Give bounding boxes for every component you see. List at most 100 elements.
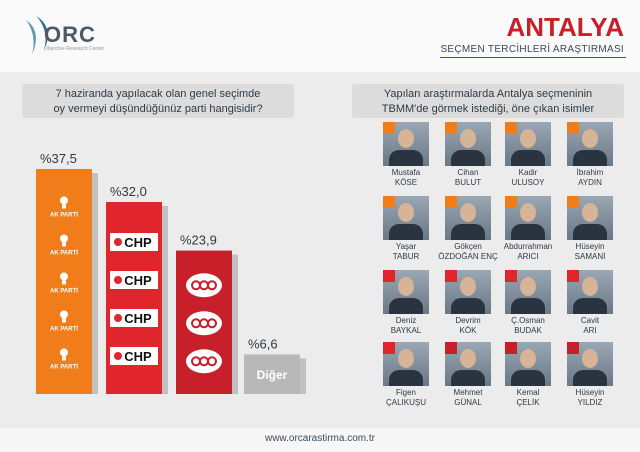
ak-bulb-icon	[60, 272, 68, 281]
candidate-first-name: Kadir	[518, 168, 538, 177]
candidate-first-name: Mustafa	[391, 168, 421, 177]
candidate-last-name: YILDIZ	[577, 398, 603, 407]
candidate-last-name: AYDIN	[578, 178, 602, 187]
candidate-first-name: İbrahim	[576, 168, 604, 177]
candidate-photo	[445, 196, 491, 240]
ak-logo-label: AK PARTİ	[50, 288, 78, 295]
candidate-photo	[567, 196, 613, 240]
ak-logo-label: AK PARTİ	[50, 326, 78, 333]
bar-1	[106, 202, 162, 394]
ak-bulb-icon	[60, 196, 68, 205]
footer	[0, 428, 640, 452]
left-question: 7 haziranda yapılacak olan genel seçimde…	[22, 84, 294, 118]
candidate-last-name: KÖK	[459, 326, 477, 335]
party-badge-icon	[567, 270, 579, 282]
candidate-photo	[383, 270, 429, 314]
party-badge-icon	[445, 196, 457, 208]
ak-bulb-base-icon	[62, 318, 66, 323]
party-badge-icon	[383, 196, 395, 208]
page-title: ANTALYA	[506, 12, 624, 42]
party-badge-icon	[505, 196, 517, 208]
candidate-last-name: GÜNAL	[454, 398, 482, 407]
chp-logo-box	[110, 271, 158, 289]
candidate-photo	[383, 196, 429, 240]
ak-logo-label: AK PARTİ	[50, 364, 78, 371]
party-badge-icon	[445, 122, 457, 134]
candidate-last-name: ULUSOY	[511, 178, 545, 187]
ak-bulb-base-icon	[62, 204, 66, 209]
chp-logo-box	[110, 347, 158, 365]
bar-value-label-0: %37,5	[40, 151, 77, 166]
candidate-last-name: BUDAK	[514, 326, 542, 335]
candidate-photo	[567, 122, 613, 166]
mhp-crescent-icon	[207, 356, 217, 367]
footer-url: www.orcarastirma.com.tr	[264, 433, 375, 444]
chp-logo-label: CHP	[124, 273, 152, 288]
candidate-photo	[505, 342, 551, 386]
candidate-last-name: ARICI	[517, 252, 539, 261]
party-badge-icon	[567, 342, 579, 354]
candidate-first-name: Mehmet	[453, 388, 483, 397]
bar-value-label-2: %23,9	[180, 233, 217, 248]
party-badge-icon	[567, 122, 579, 134]
left-question-line-1: 7 haziranda yapılacak olan genel seçimde	[55, 88, 261, 100]
candidate-photo	[505, 122, 551, 166]
candidate-first-name: Hüseyin	[575, 242, 605, 251]
candidate-first-name: Abdurrahman	[503, 242, 553, 251]
mhp-crescent-icon	[207, 318, 217, 329]
candidate-last-name: ÖZDOĞAN ENÇ	[438, 252, 498, 261]
candidate-first-name: Kemal	[516, 388, 540, 397]
chp-arrows-icon	[114, 238, 122, 246]
candidate-first-name: Deniz	[395, 316, 417, 325]
chp-arrows-icon	[114, 276, 122, 284]
bar-shadow-3	[300, 358, 306, 394]
party-badge-icon	[445, 270, 457, 282]
candidate-photo	[445, 270, 491, 314]
party-badge-icon	[383, 342, 395, 354]
candidate-photo	[567, 270, 613, 314]
ak-bulb-base-icon	[62, 242, 66, 247]
bar-shadow-2	[232, 254, 238, 394]
ak-bulb-icon	[60, 234, 68, 243]
candidate-first-name: Cihan	[457, 168, 479, 177]
bar-shadow-1	[162, 206, 168, 394]
chp-logo-box	[110, 309, 158, 327]
logo-text: ORC	[44, 22, 96, 47]
mhp-logo-oval	[186, 273, 222, 298]
chp-logo-label: CHP	[124, 311, 152, 326]
candidate-last-name: BAYKAL	[390, 326, 422, 335]
party-badge-icon	[505, 342, 517, 354]
candidate-last-name: BULUT	[454, 178, 482, 187]
mhp-crescent-icon	[207, 280, 217, 291]
chp-arrows-icon	[114, 352, 122, 360]
candidate-last-name: KÖSE	[394, 178, 418, 187]
candidate-first-name: Yaşar	[395, 242, 417, 251]
ak-bulb-icon	[60, 348, 68, 357]
orc-logo-icon	[26, 16, 48, 54]
candidate-first-name: Devrim	[455, 316, 481, 325]
party-badge-icon	[567, 196, 579, 208]
ak-logo-label: AK PARTİ	[50, 250, 78, 257]
party-badge-icon	[505, 122, 517, 134]
subtitle-underline	[440, 57, 626, 58]
party-badge-icon	[445, 342, 457, 354]
candidate-first-name: Figen	[395, 388, 416, 397]
right-question: Yapılan araştırmalarda Antalya seçmenini…	[352, 84, 624, 118]
candidate-photo	[383, 342, 429, 386]
chp-logo-label: CHP	[124, 235, 152, 250]
candidate-last-name: TABUR	[392, 252, 420, 261]
candidate-photo	[567, 342, 613, 386]
candidate-last-name: ÇELİK	[516, 398, 540, 407]
chp-logo-box	[110, 233, 158, 251]
candidate-last-name: SAMANİ	[574, 252, 606, 261]
candidate-photo	[445, 342, 491, 386]
ak-logo-label: AK PARTİ	[50, 212, 78, 219]
bar-shadow-0	[92, 173, 98, 394]
candidate-photo	[505, 196, 551, 240]
mhp-logo-oval	[186, 311, 222, 336]
candidate-last-name: ARI	[583, 326, 597, 335]
party-badge-icon	[505, 270, 517, 282]
candidate-photo	[505, 270, 551, 314]
candidate-photo	[445, 122, 491, 166]
